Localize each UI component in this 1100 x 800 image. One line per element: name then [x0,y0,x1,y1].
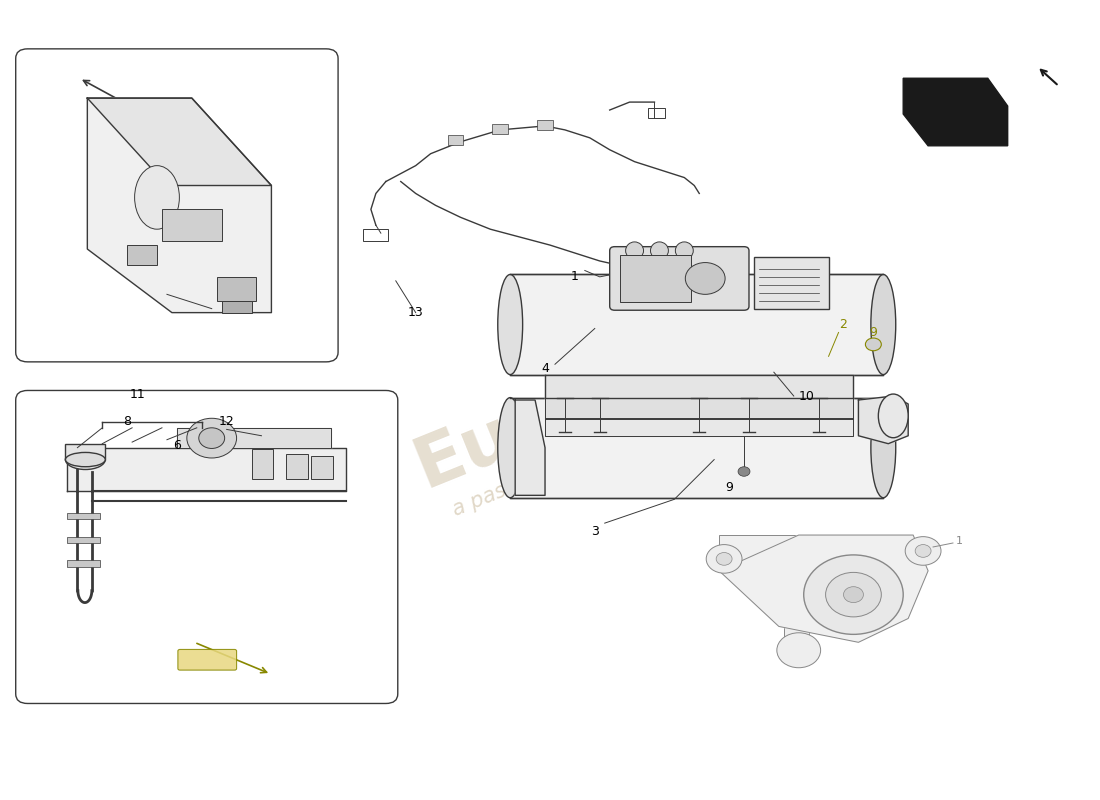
Text: 1: 1 [571,270,579,283]
Bar [67,513,100,519]
Text: 12: 12 [219,415,234,428]
Ellipse shape [66,453,106,466]
Ellipse shape [878,394,909,438]
Polygon shape [515,400,544,495]
Polygon shape [87,98,272,186]
Text: 2: 2 [839,318,847,331]
Ellipse shape [871,398,895,498]
Circle shape [187,418,236,458]
Bar [493,124,508,134]
Text: 9: 9 [869,326,878,339]
Polygon shape [177,428,331,448]
Text: 9: 9 [725,481,733,494]
Bar [222,301,252,313]
Text: 6: 6 [173,438,180,452]
Circle shape [866,338,881,350]
Polygon shape [719,535,928,642]
Bar [448,135,463,145]
Text: 10: 10 [799,390,815,402]
Circle shape [905,537,940,566]
Text: 3: 3 [591,525,598,538]
FancyBboxPatch shape [15,390,398,703]
Bar [363,229,388,241]
Circle shape [915,545,931,558]
Bar [619,254,691,302]
Text: Eurospares: Eurospares [405,266,855,502]
Circle shape [706,545,743,573]
Text: 1: 1 [956,537,962,546]
Circle shape [199,428,224,449]
Bar [510,274,883,374]
Bar [67,561,100,567]
Ellipse shape [498,398,522,498]
Ellipse shape [134,166,179,229]
Bar [162,210,222,241]
Bar [784,567,808,658]
Polygon shape [67,448,346,491]
Bar [537,120,553,130]
Circle shape [844,586,864,602]
Bar [510,398,883,498]
Polygon shape [544,418,854,436]
Circle shape [716,553,733,566]
Polygon shape [87,98,272,313]
Circle shape [685,262,725,294]
Text: 8: 8 [123,415,131,428]
Bar [217,277,256,301]
Text: a passion for parts since 1985: a passion for parts since 1985 [450,383,749,520]
Polygon shape [858,396,909,444]
Bar [286,454,308,479]
Ellipse shape [66,450,106,470]
Ellipse shape [650,242,669,259]
Bar [67,537,100,543]
Circle shape [804,555,903,634]
Bar [252,450,274,479]
Text: 4: 4 [541,362,549,374]
FancyBboxPatch shape [15,49,338,362]
FancyBboxPatch shape [178,650,236,670]
Circle shape [826,572,881,617]
Ellipse shape [675,242,693,259]
Ellipse shape [871,274,895,374]
Bar [648,109,666,118]
Circle shape [777,633,821,668]
Ellipse shape [498,274,522,374]
Ellipse shape [626,242,644,259]
Text: 13: 13 [408,306,424,319]
Polygon shape [544,398,854,419]
Bar [754,257,828,309]
Bar [311,456,333,479]
Bar [128,245,157,265]
Circle shape [738,466,750,476]
Bar [66,444,106,459]
Bar [719,535,913,571]
FancyBboxPatch shape [609,246,749,310]
Polygon shape [544,374,854,398]
Text: 11: 11 [129,388,145,401]
Polygon shape [903,78,1008,146]
